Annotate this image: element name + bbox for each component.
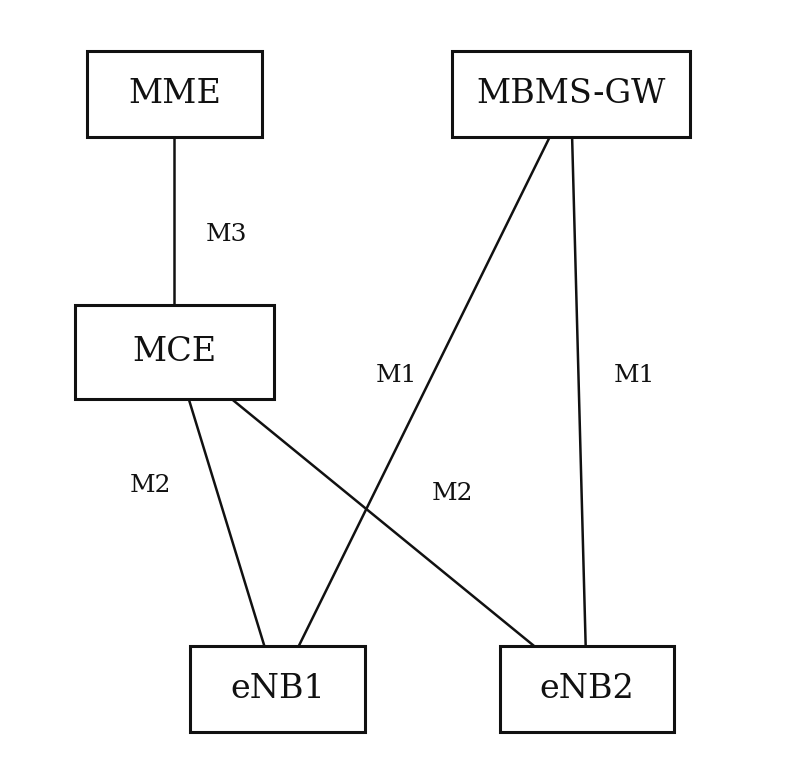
Text: MCE: MCE [132, 337, 216, 368]
Text: M2: M2 [431, 482, 473, 505]
Text: M1: M1 [614, 364, 655, 388]
Text: M1: M1 [376, 364, 417, 388]
Text: eNB1: eNB1 [230, 673, 325, 705]
Text: MME: MME [128, 78, 221, 110]
Text: M3: M3 [205, 223, 247, 247]
FancyBboxPatch shape [75, 305, 274, 399]
Text: MBMS-GW: MBMS-GW [477, 78, 665, 110]
FancyBboxPatch shape [190, 646, 365, 732]
Text: eNB2: eNB2 [539, 673, 634, 705]
FancyBboxPatch shape [87, 51, 262, 137]
FancyBboxPatch shape [500, 646, 674, 732]
FancyBboxPatch shape [452, 51, 690, 137]
Text: M2: M2 [130, 474, 171, 497]
